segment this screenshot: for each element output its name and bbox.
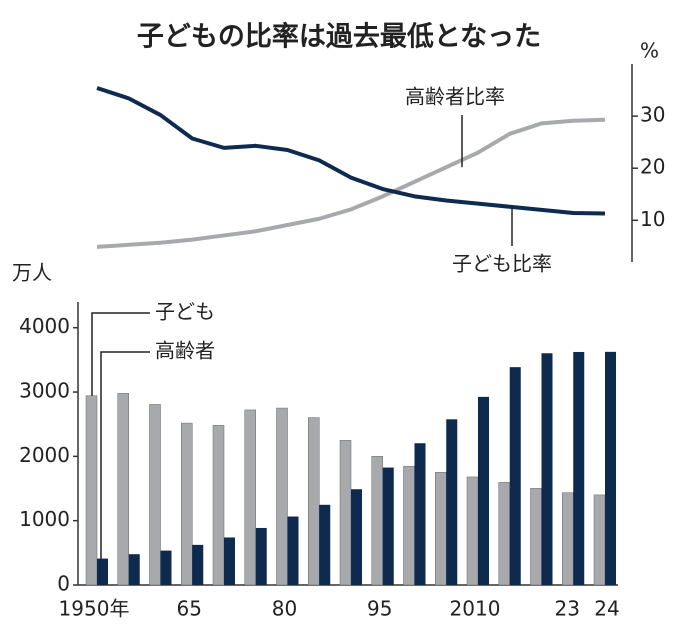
bar [224,537,235,585]
bar [562,492,574,586]
bar [244,409,256,586]
legend-label: 高齢者 [155,339,215,363]
bar [478,396,489,585]
bar [530,488,542,586]
x-tick-label: 1950年 [59,597,130,621]
bar [192,544,204,585]
bar [573,351,585,585]
bar [498,482,510,586]
bar [593,494,606,586]
x-tick-label: 95 [367,597,392,621]
x-tick-label: 2010 [450,597,501,621]
bar [351,489,362,585]
bar [414,443,426,585]
bar [371,456,383,586]
y-axis-label: 万人 [12,261,52,285]
bar [128,554,140,585]
bar [212,425,225,586]
bar [149,404,161,586]
y-tick-label: 2000 [19,443,70,467]
bar [382,467,394,585]
y-tick-label: 3000 [19,379,70,403]
x-tick-label: 23 [555,597,580,621]
y-tick-label: 0 [57,572,70,596]
bar [117,393,129,586]
x-tick-label: 24 [594,597,619,621]
x-tick-label: 80 [272,597,297,621]
bar [605,351,616,585]
x-tick-label: 65 [177,597,202,621]
bar [446,419,458,585]
bar [466,476,479,586]
series-label: 子ども比率 [452,252,552,276]
series-label: 高齢者比率 [405,85,505,109]
y2-tick-label: 20 [640,155,665,179]
line [96,117,606,249]
line [96,86,606,216]
y2-axis-label: % [640,39,659,63]
bar [339,440,352,586]
bar [319,504,331,585]
bar [255,527,267,585]
legend-label: 子ども [155,300,215,324]
bar [403,465,415,586]
bar [435,472,447,586]
y2-tick-label: 10 [640,207,665,231]
bar [97,558,108,585]
bar [308,417,320,586]
chart-title: 子どもの比率は過去最低となった [137,21,541,53]
bar [181,422,193,586]
bar [276,407,288,586]
y-tick-label: 1000 [19,507,70,531]
bar [160,550,172,585]
bar [85,395,98,586]
bar [541,353,553,585]
leader-line [91,312,150,396]
bar [287,516,299,585]
leader-line [100,351,150,559]
bar [509,367,521,585]
y2-tick-label: 30 [640,103,665,127]
y-tick-label: 4000 [19,314,70,338]
